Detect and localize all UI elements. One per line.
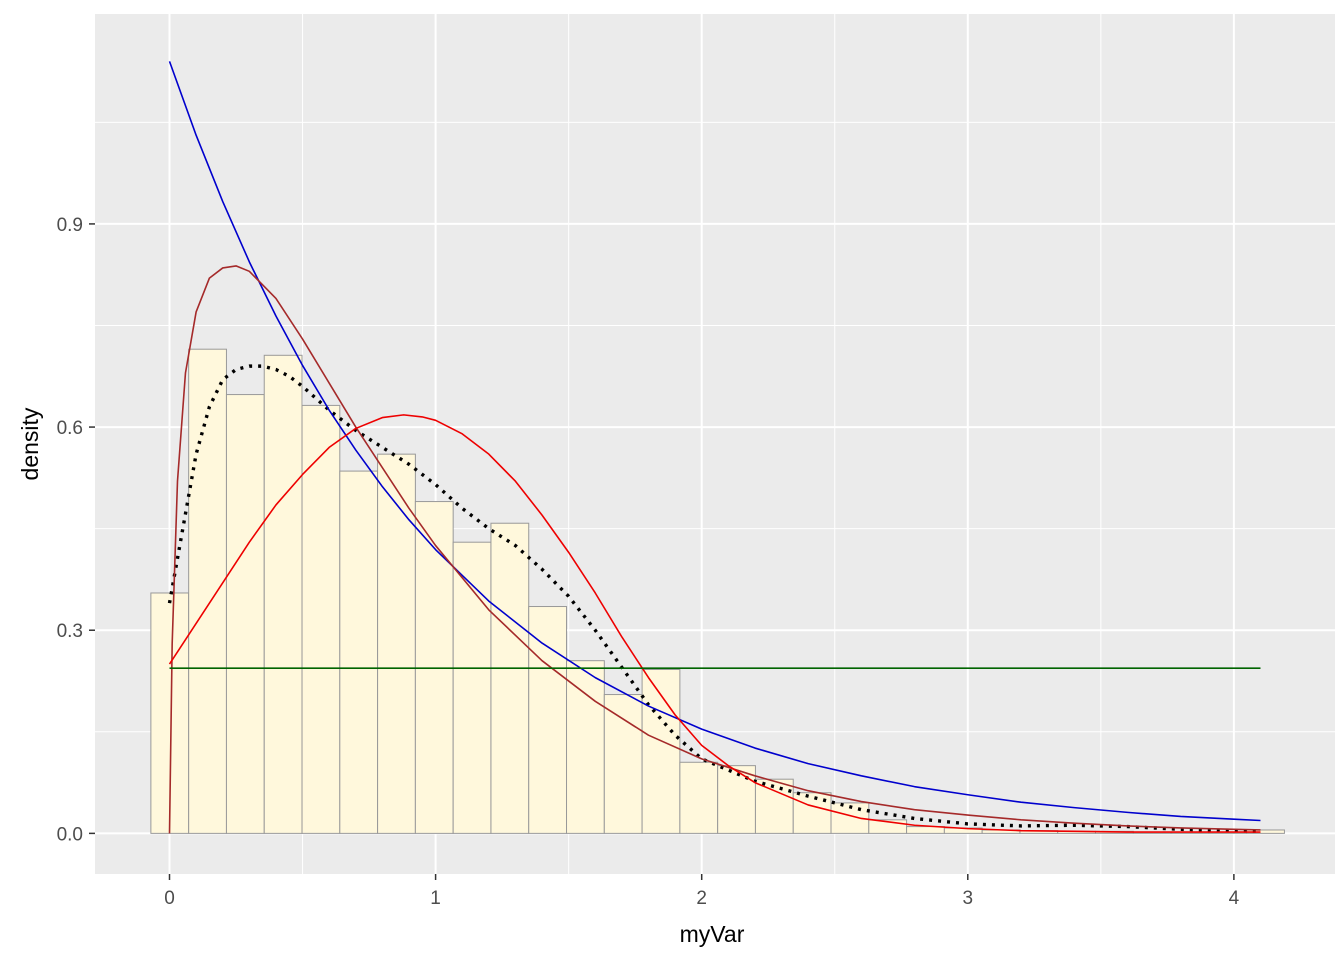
histogram-bar: [641, 668, 681, 834]
x-axis-title: myVar: [680, 921, 745, 947]
histogram-bar: [490, 522, 530, 834]
histogram-bar: [754, 778, 794, 834]
y-axis-title: density: [17, 407, 43, 480]
histogram-bar: [263, 354, 303, 834]
histogram-bar: [188, 348, 227, 834]
x-tick-label: 1: [430, 888, 441, 909]
kde-curve: [167, 364, 1261, 834]
histogram-bar: [377, 453, 416, 834]
histogram-bar: [679, 761, 719, 834]
histogram-bar: [603, 694, 643, 834]
y-tick-label: 0.6: [57, 418, 83, 439]
density-curves: [167, 61, 1261, 834]
y-axis-ticks: 0.0 0.3 0.6 0.9: [57, 215, 95, 845]
histogram-bar: [301, 404, 341, 834]
fitted-curve: [168, 414, 1261, 833]
x-axis-ticks: 0 1 2 3 4: [164, 874, 1240, 909]
histogram-bar: [225, 394, 265, 834]
y-tick-label: 0.9: [57, 215, 83, 236]
histogram-bar: [717, 765, 756, 834]
y-tick-label: 0.0: [57, 824, 83, 845]
histogram-bar: [528, 606, 568, 834]
x-tick-label: 0: [164, 888, 175, 909]
x-tick-label: 2: [696, 888, 707, 909]
y-tick-label: 0.3: [57, 621, 83, 642]
fitted-curve: [168, 61, 1261, 822]
histogram-bar: [906, 826, 945, 834]
histogram-bar: [566, 660, 605, 834]
fitted-curve: [168, 265, 1261, 834]
histogram-bar: [339, 470, 379, 834]
histogram-bars: [150, 348, 1285, 834]
x-tick-label: 4: [1229, 888, 1240, 909]
x-tick-label: 3: [963, 888, 974, 909]
